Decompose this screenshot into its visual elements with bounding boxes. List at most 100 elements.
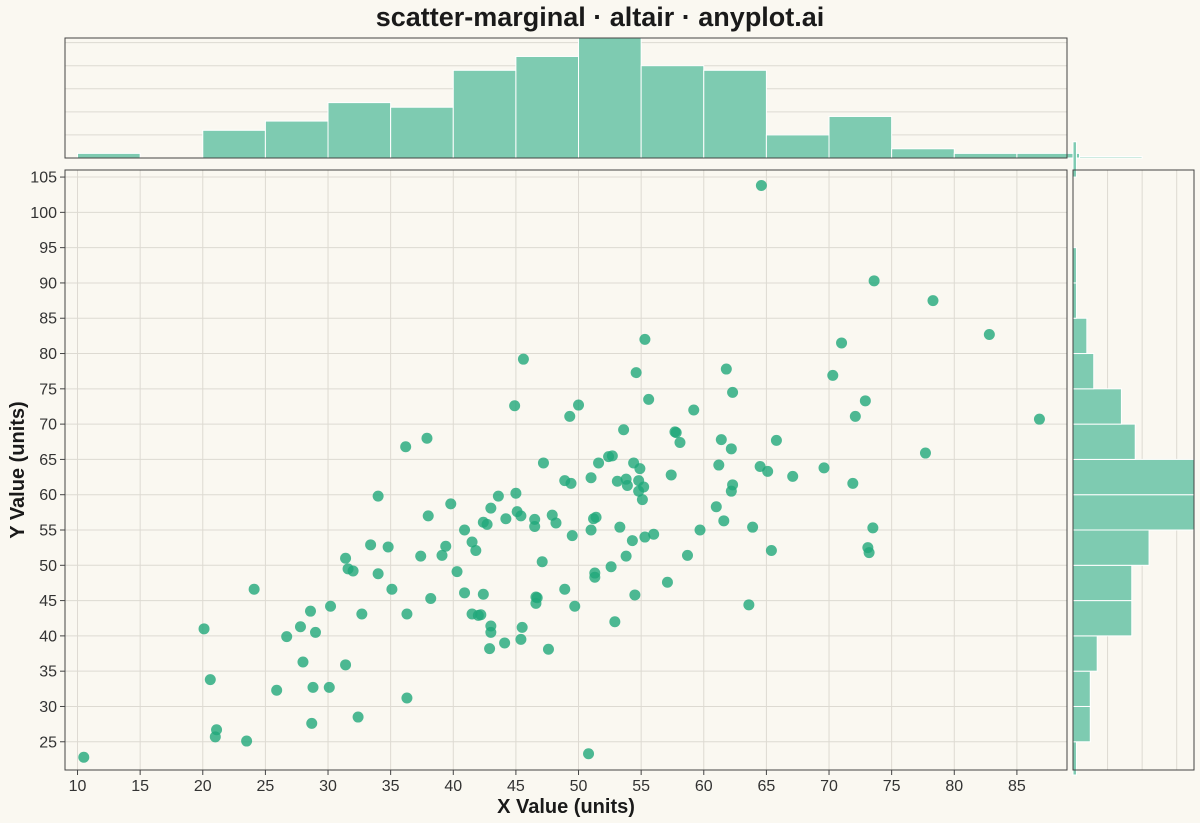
top-marginal-histogram: [64, 37, 1143, 159]
x-histogram-bar: [891, 148, 955, 159]
scatter-point: [451, 566, 463, 578]
scatter-point: [401, 608, 413, 620]
scatter-point: [621, 480, 633, 492]
y-tick-label: 85: [39, 311, 57, 328]
scatter-point: [694, 524, 706, 536]
scatter-point: [827, 369, 839, 381]
scatter-point: [765, 544, 777, 556]
x-histogram-bar: [765, 134, 830, 159]
scatter-point: [629, 589, 641, 601]
scatter-point: [310, 626, 321, 638]
y-tick-label: 70: [39, 417, 57, 434]
scatter-point: [747, 521, 759, 533]
scatter-point: [727, 479, 739, 491]
scatter-point: [983, 328, 995, 340]
scatter-point: [727, 386, 739, 398]
x-histogram-bar: [390, 106, 454, 159]
scatter-point: [307, 681, 319, 693]
x-tick-label: 35: [382, 778, 400, 795]
scatter-point: [606, 450, 618, 462]
scatter-point: [529, 520, 541, 532]
scatter-point: [573, 399, 585, 411]
scatter-point: [515, 633, 527, 645]
scatter-point: [459, 524, 471, 536]
scatter-point: [372, 490, 384, 502]
scatter-point: [516, 621, 528, 633]
scatter-point: [481, 518, 493, 530]
x-tick-label: 85: [1008, 778, 1026, 795]
y-histogram-bar: [1072, 388, 1122, 425]
y-histogram-bar: [1072, 635, 1098, 672]
x-tick-label: 20: [194, 778, 212, 795]
x-tick-label: 25: [257, 778, 275, 795]
scatter-point: [681, 549, 693, 561]
scatter-point: [531, 592, 543, 604]
scatter-point: [415, 550, 427, 562]
scatter-point: [620, 550, 632, 562]
scatter-point: [509, 400, 521, 412]
scatter-point: [583, 748, 595, 760]
scatter-point: [715, 434, 727, 446]
scatter-point: [927, 295, 939, 307]
x-tick-label: 75: [883, 778, 901, 795]
y-tick-label: 80: [39, 346, 57, 363]
y-tick-label: 100: [30, 205, 57, 222]
scatter-point: [281, 631, 293, 643]
scatter-point: [485, 502, 497, 514]
scatter-point: [372, 568, 384, 580]
y-tick-label: 90: [39, 275, 57, 292]
x-histogram-bar: [1079, 156, 1143, 159]
y-histogram-bar: [1072, 317, 1088, 355]
scatter-point: [609, 616, 621, 628]
scatter-point: [593, 457, 605, 469]
scatter-point: [661, 576, 673, 588]
scatter-point: [382, 541, 394, 553]
scatter-point: [688, 404, 700, 416]
x-histogram-bar: [515, 55, 580, 159]
scatter-point: [868, 275, 880, 287]
scatter-point: [1033, 413, 1045, 425]
y-histogram-bar: [1072, 282, 1077, 319]
x-tick-label: 80: [945, 778, 963, 795]
scatter-point: [492, 490, 504, 502]
scatter-point: [589, 571, 601, 583]
scatter-point: [198, 623, 210, 635]
scatter-point: [440, 540, 452, 552]
y-histogram-bar: [1072, 423, 1136, 460]
chart-title: scatter-marginal · altair · anyplot.ai: [375, 2, 825, 32]
scatter-point: [209, 731, 221, 743]
scatter-point: [436, 549, 448, 561]
scatter-point: [445, 498, 457, 510]
scatter-point: [475, 609, 487, 621]
scatter-point: [510, 487, 522, 499]
scatter-point: [863, 547, 875, 559]
scatter-point: [566, 530, 578, 542]
scatter-point: [425, 592, 437, 604]
scatter-point: [340, 659, 352, 671]
scatter-point: [559, 583, 571, 595]
x-tick-label: 65: [758, 778, 776, 795]
scatter-point: [638, 481, 650, 493]
scatter-point: [770, 434, 782, 446]
x-tick-label: 55: [632, 778, 650, 795]
scatter-point: [485, 620, 497, 632]
scatter-point: [787, 470, 799, 482]
scatter-point: [718, 515, 730, 527]
scatter-point: [550, 517, 562, 529]
x-tick-label: 30: [319, 778, 337, 795]
scatter-plot-area: 10 15 20 25 30 35 40 45 50 55 60 65 70 75 80 85 25 30 35 40…: [30, 169, 1068, 795]
scatter-point: [470, 544, 482, 556]
scatter-point: [605, 561, 617, 573]
x-tick-label: 10: [69, 778, 87, 795]
scatter-point: [710, 501, 722, 513]
scatter-point: [859, 395, 871, 407]
scatter-point: [365, 539, 377, 551]
scatter-point: [630, 367, 642, 379]
scatter-point: [585, 524, 597, 536]
y-histogram-bar: [1072, 458, 1195, 496]
scatter-point: [665, 469, 677, 481]
scatter-point: [421, 432, 433, 444]
scatter-point: [356, 608, 368, 620]
plot-frame: [64, 169, 1068, 771]
x-tick-label: 50: [570, 778, 588, 795]
